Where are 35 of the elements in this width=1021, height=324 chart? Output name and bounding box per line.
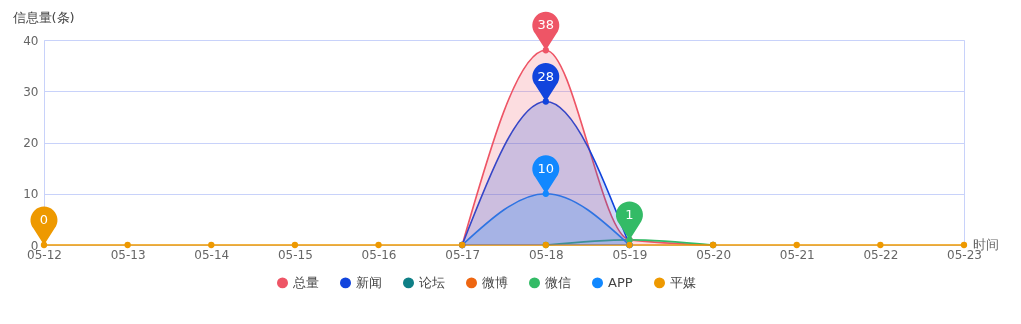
point <box>291 241 299 249</box>
annotation: 38 <box>537 17 555 33</box>
x-tick-label: 05-19 <box>612 247 648 262</box>
x-tick-label: 05-17 <box>445 247 481 262</box>
legend-label: 微信 <box>545 274 571 290</box>
y-axis-title: 信息量(条) <box>12 9 75 25</box>
y-tick-label: 20 <box>23 136 39 150</box>
annotation: 0 <box>39 212 49 227</box>
point <box>542 190 549 197</box>
x-tick-label: 05-21 <box>779 247 815 262</box>
point <box>208 241 215 249</box>
point <box>124 241 131 249</box>
x-tick-label: 05-13 <box>110 247 146 262</box>
legend-label: 总量 <box>292 274 319 290</box>
legend-label: 论坛 <box>419 274 445 290</box>
x-tick-label: 05-18 <box>528 247 564 262</box>
point <box>793 241 800 249</box>
annotation: 1 <box>625 206 634 222</box>
annotation: 28 <box>537 68 555 84</box>
legend-label: 微博 <box>482 274 508 290</box>
legend-label: 平媒 <box>670 274 696 290</box>
x-tick-label: 05-16 <box>361 247 397 262</box>
legend-label: 新闻 <box>356 274 382 290</box>
point <box>375 241 382 249</box>
x-tick-label: 05-22 <box>863 247 899 262</box>
x-tick-label: 05-14 <box>194 247 230 262</box>
x-tick-label: 05-15 <box>277 247 313 262</box>
point <box>960 241 968 249</box>
point <box>877 241 884 249</box>
y-tick-label: 10 <box>23 187 39 202</box>
y-tick-label: 30 <box>23 84 39 99</box>
x-tick-label: 05-20 <box>696 247 732 262</box>
y-tick-label: 40 <box>23 33 39 48</box>
legend-label: APP <box>608 274 633 290</box>
annotation: 10 <box>537 160 555 176</box>
